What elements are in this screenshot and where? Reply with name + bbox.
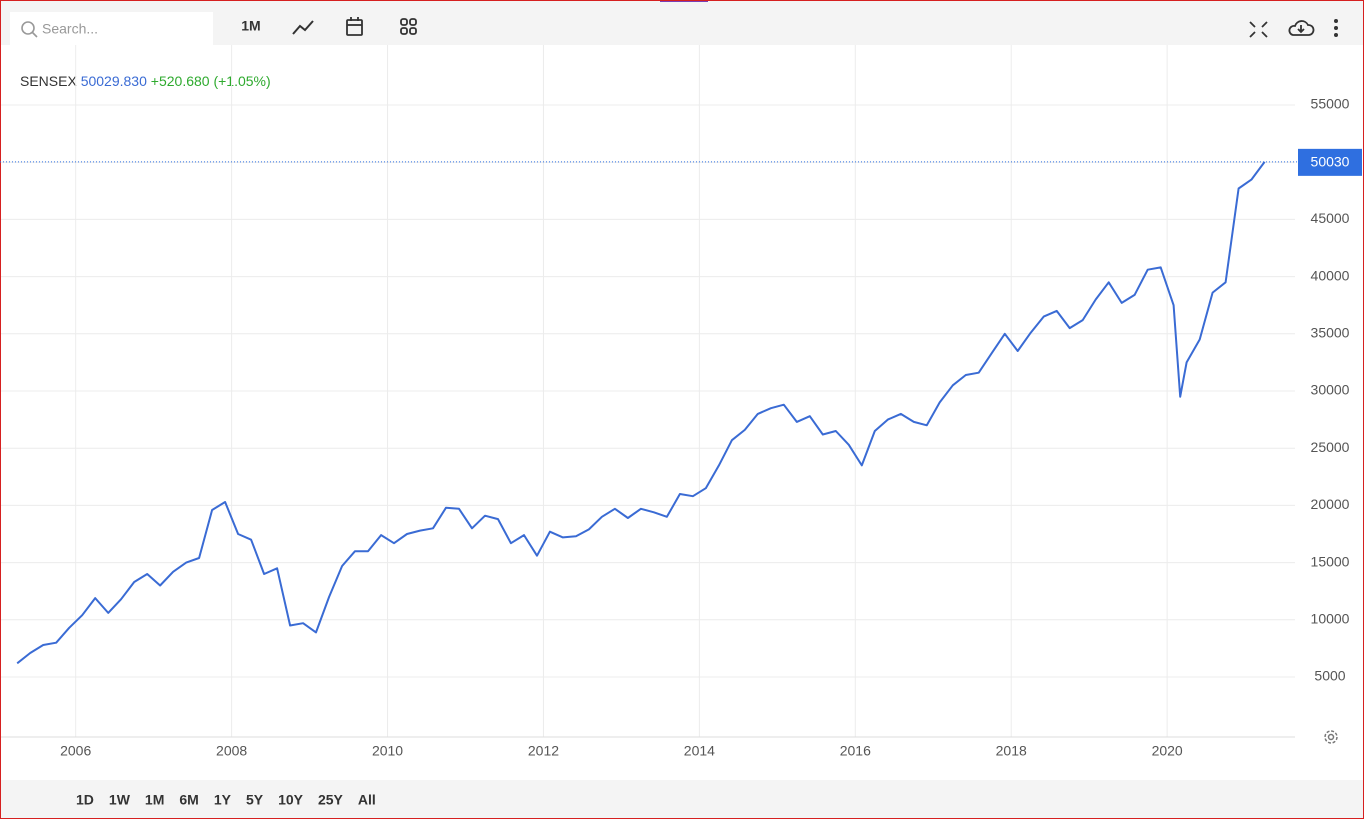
y-tick-label: 25000 (1311, 439, 1350, 455)
y-tick-label: 15000 (1311, 553, 1350, 569)
settings-button[interactable] (1324, 730, 1338, 744)
y-tick-label: 35000 (1311, 325, 1350, 341)
menu-button[interactable] (1334, 19, 1338, 37)
download-button[interactable] (1288, 20, 1315, 36)
legend-symbol: SENSEX (20, 73, 77, 89)
current-price-label: 50030 (1311, 154, 1350, 170)
y-tick-label: 55000 (1311, 96, 1350, 112)
y-tick-label: 5000 (1314, 668, 1345, 684)
search-placeholder[interactable]: Search... (42, 21, 98, 37)
range-button[interactable]: 1Y (214, 792, 232, 808)
range-button[interactable]: All (358, 792, 376, 808)
interval-button[interactable]: 1M (241, 18, 260, 34)
range-button[interactable]: 25Y (318, 792, 344, 808)
y-tick-label: 40000 (1311, 267, 1350, 283)
legend-last: 50029.830 (81, 73, 147, 89)
toolbar (0, 0, 1364, 45)
legend: SENSEX 50029.830 +520.680 (+1.05%) (20, 73, 271, 89)
search-icon (21, 21, 38, 38)
price-line (16, 161, 1266, 665)
x-tick-label: 2016 (840, 743, 871, 759)
range-button[interactable]: 10Y (278, 792, 304, 808)
x-tick-label: 2008 (216, 743, 247, 759)
x-tick-label: 2018 (996, 743, 1027, 759)
search-box[interactable] (10, 12, 213, 45)
range-button[interactable]: 6M (179, 792, 198, 808)
x-tick-label: 2014 (684, 743, 715, 759)
layout-button[interactable] (400, 18, 417, 35)
y-tick-label: 30000 (1311, 382, 1350, 398)
y-tick-label: 45000 (1311, 210, 1350, 226)
x-tick-label: 2012 (528, 743, 559, 759)
range-button[interactable]: 1W (109, 792, 131, 808)
range-button[interactable]: 5Y (246, 792, 264, 808)
x-tick-label: 2020 (1152, 743, 1183, 759)
chart-type-button[interactable] (292, 20, 314, 35)
range-button[interactable]: 1D (76, 792, 94, 808)
current-price-box (1298, 148, 1362, 176)
collapse-button[interactable] (1249, 21, 1268, 38)
y-tick-label: 20000 (1311, 496, 1350, 512)
range-bar (0, 780, 1364, 819)
y-tick-label: 10000 (1311, 611, 1350, 627)
x-tick-label: 2006 (60, 743, 91, 759)
range-button[interactable]: 1M (145, 792, 164, 808)
calendar-button[interactable] (346, 17, 363, 36)
x-tick-label: 2010 (372, 743, 403, 759)
legend-change: +520.680 (+1.05%) (151, 73, 271, 89)
